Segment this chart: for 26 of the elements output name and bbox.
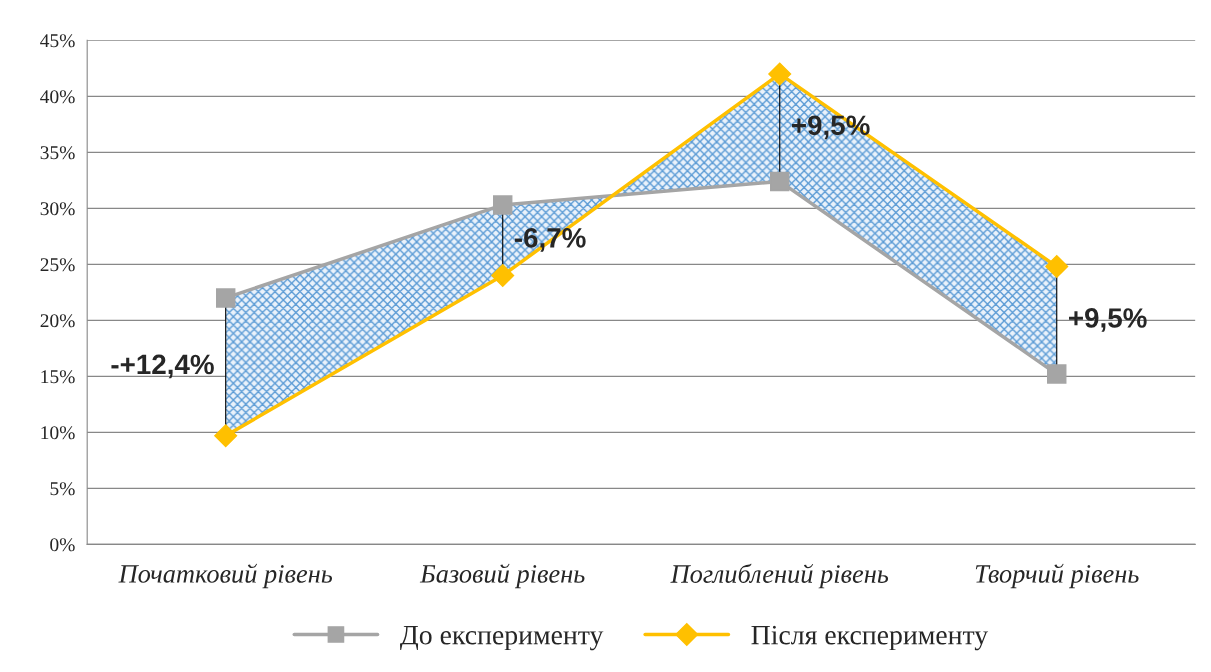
point — [1045, 255, 1069, 279]
point — [214, 424, 238, 448]
point — [1047, 364, 1067, 384]
legend-label: Після експерименту — [751, 625, 989, 651]
y-tick-label: 10% — [41, 426, 75, 440]
y-tick-label: 40% — [40, 90, 75, 104]
y-tick-label: 25% — [40, 258, 75, 272]
annotation: -+12,4% — [111, 354, 214, 379]
legend-label: До експерименту — [400, 626, 604, 651]
x-tick-label: Творчий рівень — [975, 563, 1139, 589]
annotation: +9,5% — [1069, 308, 1147, 332]
y-tick-label: 20% — [40, 314, 75, 328]
point — [492, 195, 513, 215]
y-tick-label: 30% — [40, 202, 75, 216]
y-tick-label: 5% — [50, 482, 75, 496]
x-tick-label: Поглиблений рівень — [670, 563, 889, 589]
point — [491, 264, 515, 288]
point — [768, 62, 792, 86]
y-tick-label: 15% — [41, 370, 75, 384]
x-tick-label: Базовий рівень — [419, 563, 585, 589]
y-tick-label: 0% — [50, 538, 75, 552]
point — [770, 171, 790, 192]
y-tick-label: 35% — [40, 146, 75, 160]
point — [215, 288, 236, 308]
y-tick-label: 45% — [40, 34, 75, 48]
x-tick-label: Початковий рівень — [118, 563, 332, 589]
